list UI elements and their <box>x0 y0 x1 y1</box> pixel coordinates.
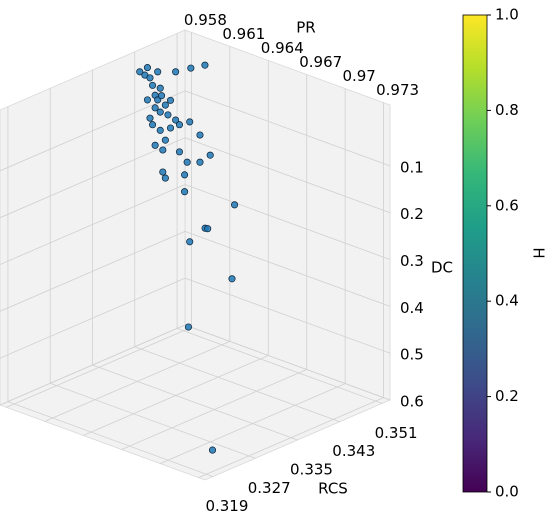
point <box>196 158 204 166</box>
z-tick-label: 0.1 <box>400 158 424 176</box>
grid-line <box>134 346 340 423</box>
x-tick-label: 0.961 <box>222 25 265 43</box>
point <box>172 116 180 124</box>
grid-line <box>0 230 186 312</box>
grid-line <box>184 230 391 307</box>
colorbar-tick-label: 1.0 <box>495 6 519 24</box>
x-tick-label: 0.964 <box>261 39 304 57</box>
colorbar-tick-label: 0.6 <box>495 196 519 214</box>
grid-line <box>0 184 186 265</box>
colorbar-tick-label: 0.8 <box>495 101 519 119</box>
point <box>159 168 167 176</box>
point <box>166 96 175 104</box>
colorbar-tick-label: 0.0 <box>495 483 519 501</box>
point <box>166 124 175 132</box>
point <box>146 114 154 122</box>
y-tick-label: 0.319 <box>205 497 248 515</box>
point <box>201 61 209 69</box>
point <box>151 104 159 112</box>
grid-line <box>184 277 391 354</box>
grid-line <box>184 137 391 214</box>
point <box>161 174 169 182</box>
point <box>196 131 204 139</box>
point <box>161 136 169 144</box>
point <box>159 146 167 154</box>
point <box>208 446 217 454</box>
y-tick-label: 0.327 <box>248 479 291 497</box>
point <box>175 121 184 129</box>
grid-line <box>184 90 391 167</box>
colorbar-tick-label: 0.4 <box>495 292 519 310</box>
y-axis-label: RCS <box>318 480 348 498</box>
point <box>172 68 180 76</box>
y-tick-label: 0.335 <box>290 461 333 479</box>
colorbar-tick-label: 0.2 <box>495 387 519 405</box>
point <box>149 81 157 89</box>
point <box>184 323 192 331</box>
point <box>146 74 154 82</box>
z-axis-label: DC <box>431 259 453 277</box>
point <box>156 126 164 134</box>
x-tick-label: 0.967 <box>299 53 342 71</box>
y-tick-label: 0.343 <box>332 442 375 460</box>
y-tick-label: 0.351 <box>375 424 418 442</box>
grid-line <box>0 277 186 359</box>
point <box>206 151 214 159</box>
colorbar-label: H <box>530 247 548 258</box>
point <box>187 64 195 72</box>
point <box>164 111 172 119</box>
x-tick-label: 0.973 <box>376 81 419 99</box>
point <box>228 275 236 283</box>
point <box>175 148 184 156</box>
point <box>186 118 194 126</box>
grid-line <box>7 401 214 477</box>
point <box>157 92 166 100</box>
x-tick-label: 0.958 <box>184 11 227 29</box>
grid-line <box>0 137 186 219</box>
point <box>156 84 164 92</box>
point <box>149 121 157 129</box>
z-tick-label: 0.3 <box>400 252 424 270</box>
point <box>183 158 191 166</box>
point <box>181 171 189 179</box>
point <box>161 101 169 109</box>
grid-line <box>176 328 383 404</box>
grid-line <box>184 324 391 401</box>
x-tick-label: 0.97 <box>342 67 375 85</box>
point <box>204 225 212 233</box>
colorbar <box>462 14 488 493</box>
grid-line <box>184 184 391 260</box>
point <box>151 141 159 149</box>
point <box>143 96 151 104</box>
grid-line <box>0 324 186 406</box>
point <box>136 68 144 76</box>
point <box>181 188 189 196</box>
z-tick-label: 0.6 <box>400 393 424 411</box>
point <box>186 238 194 246</box>
grid-line <box>50 382 256 459</box>
point <box>156 108 164 116</box>
point <box>143 64 151 72</box>
grid-line <box>92 364 298 441</box>
z-tick-label: 0.5 <box>400 346 424 364</box>
x-axis-label: PR <box>296 19 315 37</box>
grid-line <box>0 90 186 172</box>
point <box>231 201 239 209</box>
z-tick-label: 0.2 <box>400 205 424 223</box>
point <box>154 68 162 76</box>
z-tick-label: 0.4 <box>400 299 424 317</box>
